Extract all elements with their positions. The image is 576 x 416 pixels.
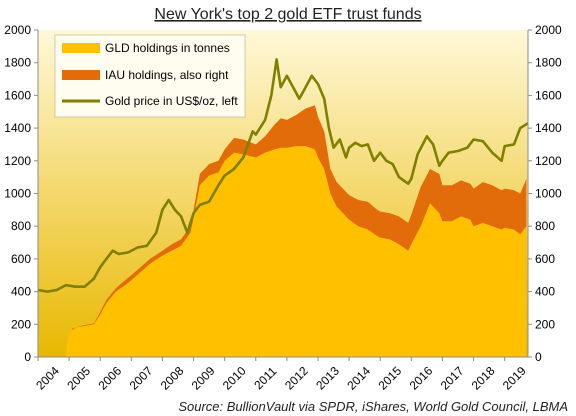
y-tick-label-right: 1200 bbox=[535, 154, 562, 168]
x-tick-label: 2018 bbox=[469, 364, 498, 393]
y-tick-label-left: 800 bbox=[11, 219, 31, 233]
x-tick-label: 2013 bbox=[313, 364, 342, 393]
y-tick-label-right: 600 bbox=[535, 252, 555, 266]
x-tick-label: 2016 bbox=[407, 364, 436, 393]
y-tick-label-right: 1400 bbox=[535, 121, 562, 135]
series-layer bbox=[37, 58, 529, 357]
y-tick-label-right: 200 bbox=[535, 317, 555, 331]
legend-label-iau: IAU holdings, also right bbox=[105, 68, 229, 82]
y-tick-label-right: 1000 bbox=[535, 187, 562, 201]
x-tick-label: 2010 bbox=[220, 364, 249, 393]
y-tick-label-left: 400 bbox=[11, 285, 31, 299]
y-tick-label-left: 1000 bbox=[4, 187, 31, 201]
x-tick-label: 2017 bbox=[438, 364, 467, 393]
y-tick-label-right: 1600 bbox=[535, 88, 562, 102]
y-tick-label-left: 200 bbox=[11, 317, 31, 331]
series-gld-area bbox=[66, 146, 527, 357]
x-tick-label: 2009 bbox=[189, 364, 218, 393]
x-tick-label: 2015 bbox=[375, 364, 404, 393]
y-tick-label-right: 800 bbox=[535, 219, 555, 233]
legend-label-gld: GLD holdings in tonnes bbox=[105, 41, 230, 55]
x-tick-label: 2005 bbox=[64, 364, 93, 393]
y-tick-label-right: 1800 bbox=[535, 56, 562, 70]
source-note: Source: BullionVault via SPDR, iShares, … bbox=[178, 399, 568, 414]
y-tick-label-left: 0 bbox=[24, 350, 31, 364]
y-tick-label-left: 1200 bbox=[4, 154, 31, 168]
x-tick-label: 2011 bbox=[251, 364, 279, 392]
legend-swatch-gld bbox=[62, 43, 100, 53]
x-tick-label: 2007 bbox=[127, 364, 156, 393]
chart-title: New York's top 2 gold ETF trust funds bbox=[154, 6, 421, 23]
y-tick-label-left: 2000 bbox=[4, 23, 31, 37]
axis-layer: 0 0 200 200 400 400 600 600 800 800 1000 1000 1200 12… bbox=[4, 23, 562, 393]
legend-label-gold-price: Gold price in US$/oz, left bbox=[105, 94, 238, 108]
x-tick-label: 2014 bbox=[344, 364, 373, 393]
y-tick-label-right: 400 bbox=[535, 285, 555, 299]
x-tick-label: 2008 bbox=[158, 364, 187, 393]
y-tick-label-left: 1800 bbox=[4, 56, 31, 70]
y-tick-label-right: 0 bbox=[535, 350, 542, 364]
y-tick-label-left: 1400 bbox=[4, 121, 31, 135]
legend-swatch-iau bbox=[62, 70, 100, 80]
x-tick-label: 2012 bbox=[282, 364, 311, 393]
x-tick-label: 2019 bbox=[500, 364, 529, 393]
series-gold-price-line bbox=[37, 58, 529, 293]
legend: GLD holdings in tonnes IAU holdings, als… bbox=[54, 34, 246, 118]
x-tick-label: 2004 bbox=[33, 364, 62, 393]
y-tick-label-left: 1600 bbox=[4, 88, 31, 102]
x-tick-label: 2006 bbox=[95, 364, 124, 393]
y-tick-label-right: 2000 bbox=[535, 23, 562, 37]
y-tick-label-left: 600 bbox=[11, 252, 31, 266]
